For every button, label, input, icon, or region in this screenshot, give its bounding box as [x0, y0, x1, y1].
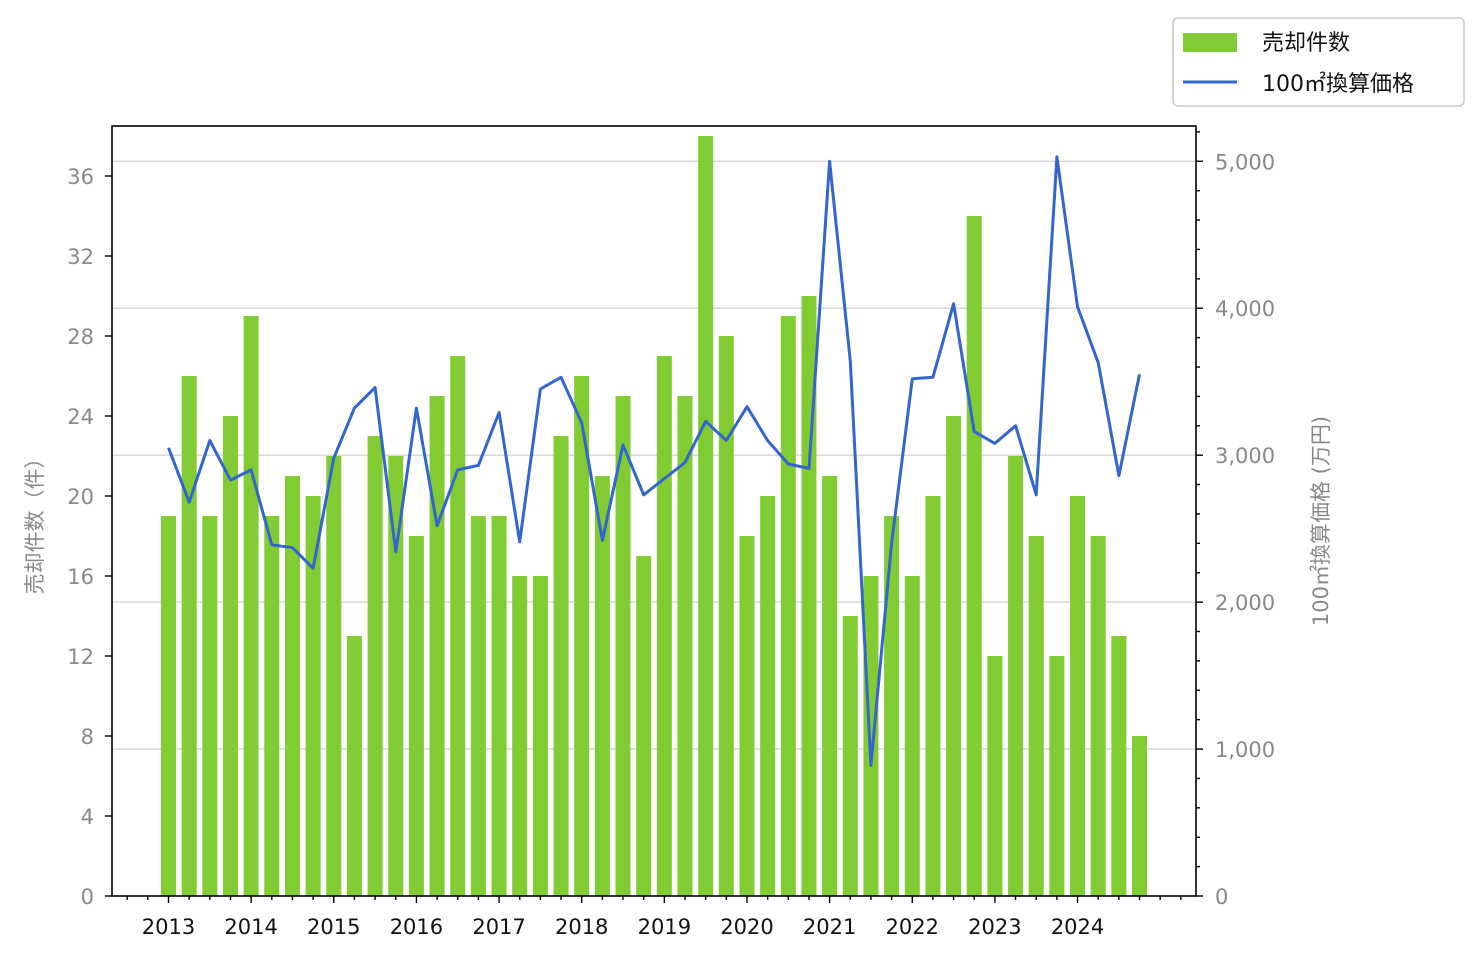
- bar: [1132, 736, 1148, 896]
- y2-axis-title: 100㎡換算価格 (万円): [1309, 416, 1333, 626]
- y2-tick-label: 2,000: [1215, 591, 1275, 615]
- bar: [450, 356, 466, 896]
- bar: [842, 616, 858, 896]
- bar: [987, 656, 1003, 896]
- bar: [574, 376, 590, 896]
- bar: [822, 476, 838, 896]
- bar: [780, 316, 796, 896]
- bar: [718, 336, 734, 896]
- x-tick-label: 2018: [555, 915, 608, 939]
- bar: [1090, 536, 1106, 896]
- y2-tick-label: 1,000: [1215, 738, 1275, 762]
- x-tick-label: 2022: [886, 915, 939, 939]
- legend-label-sales-count: 売却件数: [1262, 31, 1350, 56]
- bar: [202, 516, 218, 896]
- y2-tick-label: 4,000: [1215, 297, 1275, 321]
- y2-tick-label: 3,000: [1215, 444, 1275, 468]
- bar-series: [161, 136, 1148, 896]
- bar: [491, 516, 507, 896]
- bar: [863, 576, 879, 896]
- bar: [739, 536, 755, 896]
- y-tick-label: 28: [67, 325, 94, 349]
- bar: [904, 576, 920, 896]
- bar: [222, 416, 238, 896]
- bar: [760, 496, 776, 896]
- x-tick-label: 2014: [224, 915, 277, 939]
- y-tick-label: 32: [67, 245, 94, 269]
- y-axis-title: 売却件数（件）: [23, 448, 47, 595]
- x-tick-label: 2023: [968, 915, 1021, 939]
- x-tick-label: 2015: [307, 915, 360, 939]
- bottom-axis: 2013 2014 2015 2016 2017 2018 2019 2020 2021 2022…: [126, 896, 1182, 939]
- x-tick-label: 2019: [638, 915, 691, 939]
- bar: [326, 456, 342, 896]
- y-tick-label: 20: [67, 485, 94, 509]
- bar: [801, 296, 817, 896]
- right-axis: 0 1,000 2,000 3,000 4,000 5,000: [1196, 131, 1275, 909]
- legend: 売却件数 100㎡換算価格: [1172, 17, 1465, 107]
- bar: [1008, 456, 1024, 896]
- bar: [284, 476, 300, 896]
- bar: [367, 436, 383, 896]
- legend-box: [1172, 17, 1465, 107]
- y-tick-label: 16: [67, 565, 94, 589]
- bar: [264, 516, 280, 896]
- bar: [305, 496, 321, 896]
- x-tick-label: 2020: [720, 915, 773, 939]
- bar: [429, 396, 445, 896]
- x-tick-label: 2024: [1051, 915, 1104, 939]
- x-tick-label: 2016: [390, 915, 443, 939]
- bar: [884, 516, 900, 896]
- x-tick-label: 2021: [803, 915, 856, 939]
- bar: [181, 376, 197, 896]
- bar: [698, 136, 714, 896]
- bar: [656, 356, 672, 896]
- bar: [243, 316, 259, 896]
- bar: [388, 456, 404, 896]
- bar: [925, 496, 941, 896]
- y-tick-label: 36: [67, 165, 94, 189]
- bar: [594, 476, 610, 896]
- plot-frame: [111, 125, 1197, 897]
- bar: [161, 516, 176, 896]
- y-tick-label: 0: [81, 885, 94, 909]
- bar: [1049, 656, 1065, 896]
- bar: [966, 216, 982, 896]
- bar: [1070, 496, 1086, 896]
- bar: [1111, 636, 1127, 896]
- bar: [946, 416, 962, 896]
- legend-label-price: 100㎡換算価格: [1262, 71, 1414, 97]
- x-tick-label: 2017: [472, 915, 525, 939]
- price-line: [167, 155, 1141, 767]
- bar: [346, 636, 362, 896]
- legend-bar-swatch: [1183, 33, 1237, 52]
- bar: [636, 556, 652, 896]
- y2-tick-label: 0: [1215, 885, 1228, 909]
- bar: [677, 396, 693, 896]
- bar: [553, 436, 569, 896]
- bar: [532, 576, 548, 896]
- x-tick-label: 2013: [142, 915, 195, 939]
- left-axis: 0 4 8 12 16 20 24 28 32 36: [67, 165, 112, 909]
- y-tick-label: 12: [67, 645, 94, 669]
- bar: [1028, 536, 1044, 896]
- bar: [470, 516, 486, 896]
- bar: [512, 576, 528, 896]
- y-tick-label: 8: [81, 725, 94, 749]
- bar: [615, 396, 631, 896]
- bar: [408, 536, 424, 896]
- y2-tick-label: 5,000: [1215, 150, 1275, 174]
- y-tick-label: 4: [81, 805, 94, 829]
- y-tick-label: 24: [67, 405, 94, 429]
